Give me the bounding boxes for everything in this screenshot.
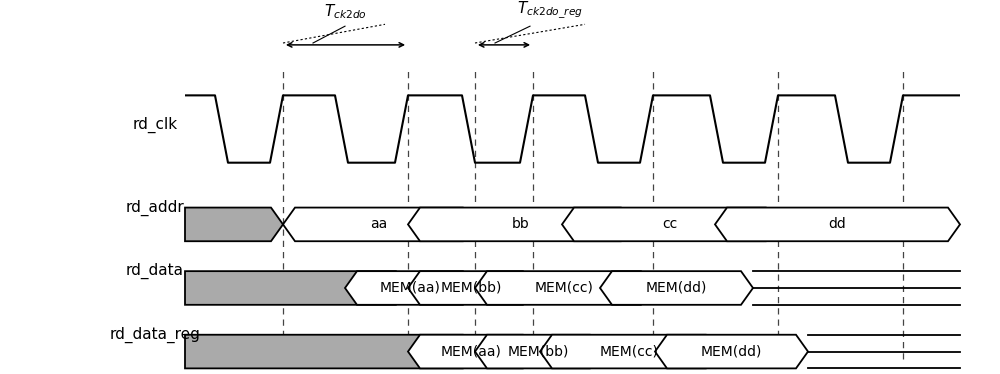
Polygon shape (283, 208, 475, 241)
Text: MEM(bb): MEM(bb) (441, 281, 502, 295)
Polygon shape (185, 271, 408, 305)
Text: MEM(aa): MEM(aa) (380, 281, 440, 295)
Polygon shape (345, 271, 475, 305)
Polygon shape (185, 335, 475, 368)
Polygon shape (600, 271, 753, 305)
Text: cc: cc (662, 217, 678, 232)
Text: MEM(dd): MEM(dd) (701, 344, 762, 359)
Polygon shape (475, 335, 602, 368)
Polygon shape (655, 335, 808, 368)
Text: MEM(bb): MEM(bb) (508, 344, 569, 359)
Polygon shape (562, 208, 778, 241)
Text: rd_data: rd_data (126, 263, 184, 279)
Text: rd_addr: rd_addr (126, 199, 184, 216)
Text: MEM(cc): MEM(cc) (600, 344, 658, 359)
Text: aa: aa (370, 217, 388, 232)
Polygon shape (475, 271, 653, 305)
Polygon shape (715, 208, 960, 241)
Text: rd_clk: rd_clk (132, 117, 178, 134)
Text: MEM(cc): MEM(cc) (535, 281, 593, 295)
Polygon shape (408, 335, 535, 368)
Polygon shape (408, 271, 535, 305)
Text: MEM(aa): MEM(aa) (441, 344, 502, 359)
Text: bb: bb (512, 217, 529, 232)
Text: $T_{ck2do\_reg}$: $T_{ck2do\_reg}$ (517, 0, 583, 21)
Polygon shape (185, 208, 283, 241)
Text: dd: dd (829, 217, 846, 232)
Polygon shape (408, 208, 633, 241)
Text: $T_{ck2do}$: $T_{ck2do}$ (324, 2, 366, 21)
Polygon shape (540, 335, 718, 368)
Text: rd_data_reg: rd_data_reg (110, 327, 200, 343)
Text: MEM(dd): MEM(dd) (646, 281, 707, 295)
